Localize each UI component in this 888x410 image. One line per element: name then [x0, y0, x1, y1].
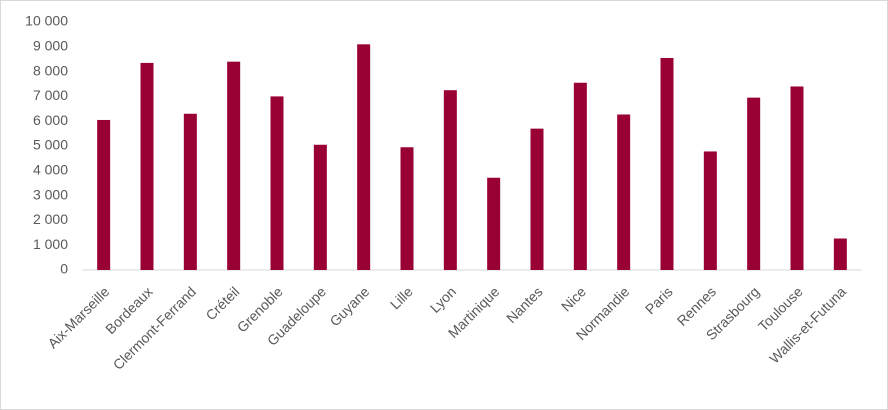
bar	[400, 147, 414, 270]
y-tick-label: 6 000	[33, 112, 68, 128]
bar	[313, 144, 327, 270]
bar	[357, 44, 371, 270]
bar	[140, 62, 154, 270]
bar	[573, 82, 587, 270]
y-tick-label: 5 000	[33, 137, 68, 153]
bar	[183, 113, 197, 270]
bar	[487, 177, 501, 270]
y-tick-label: 1 000	[33, 236, 68, 252]
bar	[747, 97, 761, 270]
y-tick-label: 7 000	[33, 87, 68, 103]
bar	[530, 128, 544, 270]
y-tick-label: 10 000	[25, 13, 68, 29]
bar	[790, 86, 804, 270]
bar	[227, 61, 241, 271]
bar	[97, 119, 111, 271]
y-tick-label: 8 000	[33, 62, 68, 78]
y-tick-label: 0	[60, 261, 68, 277]
y-tick-label: 9 000	[33, 38, 68, 54]
y-tick-label: 2 000	[33, 211, 68, 227]
y-tick-label: 4 000	[33, 162, 68, 178]
bar	[270, 96, 284, 271]
bar	[660, 57, 674, 271]
y-tick-label: 3 000	[33, 186, 68, 202]
bar	[703, 151, 717, 270]
bar	[443, 90, 457, 270]
bar	[617, 114, 631, 270]
bar	[833, 238, 847, 270]
